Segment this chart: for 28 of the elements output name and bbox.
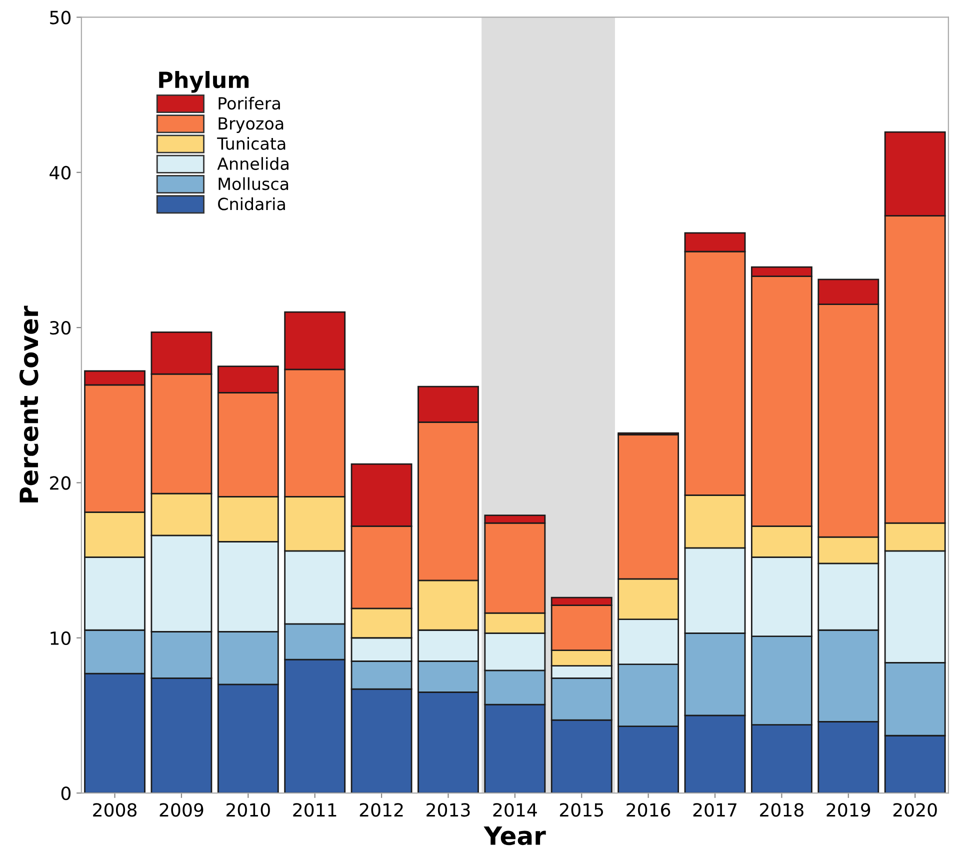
x-tick-label: 2015 (560, 803, 604, 817)
legend-label: Tunicata (217, 136, 286, 150)
legend-title: Phylum (159, 71, 249, 93)
x-tick-label: 2016 (626, 803, 670, 817)
y-tick-label: 10 (50, 631, 71, 645)
x-tick-label: 2011 (293, 803, 336, 817)
y-tick-label: 50 (50, 10, 71, 24)
x-tick-label: 2009 (160, 803, 204, 817)
x-tick-label: 2008 (93, 803, 137, 817)
x-tick-label: 2014 (493, 803, 537, 817)
legend-label: Cnidaria (218, 197, 285, 210)
x-tick-label: 2012 (360, 803, 403, 817)
y-tick-label: 20 (50, 476, 71, 490)
x-tick-label: 2018 (760, 803, 804, 817)
x-tick-label: 2013 (426, 803, 470, 817)
legend-label: Annelida (217, 157, 288, 170)
legend-label: Mollusca (218, 177, 288, 190)
x-tick-label: 2017 (693, 803, 736, 817)
legend-label: Porifera (218, 96, 280, 110)
x-tick-label: 2019 (826, 803, 870, 817)
legend-label: Bryozoa (218, 117, 284, 133)
y-tick-label: 0 (61, 786, 71, 800)
y-tick-label: 30 (50, 321, 71, 335)
x-tick-label: 2010 (226, 803, 270, 817)
x-tick-label: 2020 (893, 803, 937, 817)
y-tick-label: 40 (50, 166, 71, 180)
y-axis-title: Percent Cover (19, 306, 38, 502)
x-axis-title: Year (484, 826, 546, 846)
